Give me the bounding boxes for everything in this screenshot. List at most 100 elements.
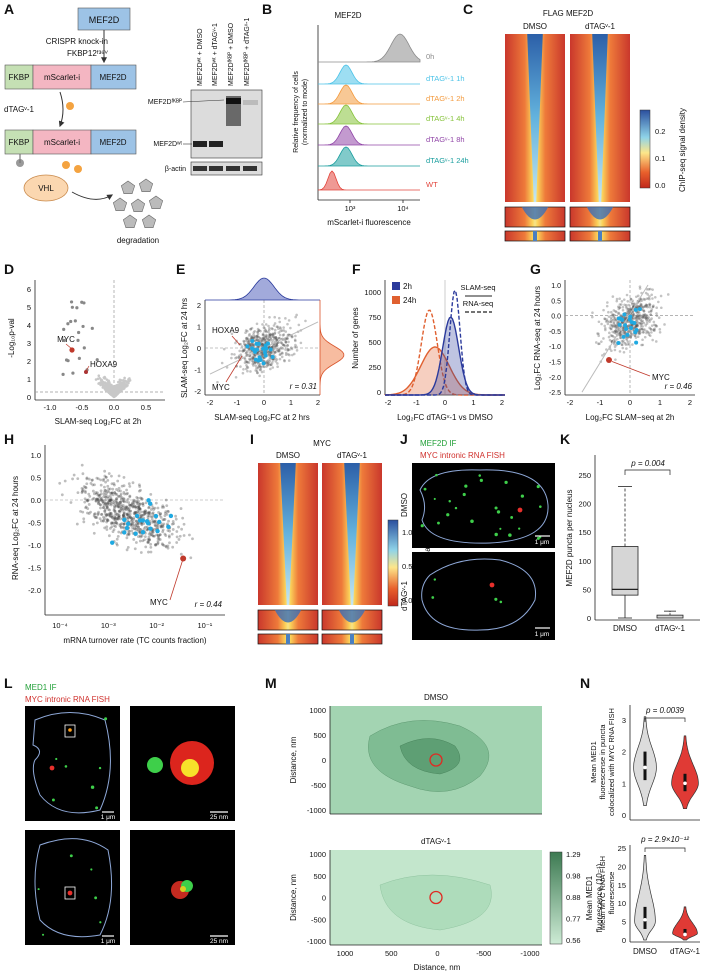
point (118, 510, 122, 514)
point (249, 343, 252, 347)
point (91, 497, 95, 501)
point (621, 330, 625, 333)
point (137, 508, 141, 512)
point (624, 343, 628, 346)
point (154, 524, 157, 528)
punctum (462, 492, 466, 497)
point (97, 374, 101, 377)
panel-letter: L (4, 675, 13, 691)
highlight (262, 350, 267, 355)
point (617, 320, 620, 324)
point (135, 524, 139, 527)
point (645, 318, 648, 321)
point (94, 499, 98, 503)
punctum (494, 506, 498, 510)
point (139, 516, 143, 519)
point (167, 534, 171, 538)
bracket (644, 847, 686, 852)
point (635, 316, 638, 320)
point (253, 339, 257, 343)
point (611, 334, 615, 338)
point (634, 324, 637, 328)
point (102, 385, 105, 389)
point (256, 335, 259, 339)
point (113, 516, 117, 520)
point (268, 333, 272, 337)
point (623, 316, 627, 320)
point (620, 300, 624, 303)
violin (672, 906, 698, 941)
label: fluorescence (10⁻¹) (595, 863, 604, 932)
point (245, 365, 249, 369)
point (60, 493, 64, 497)
point (105, 506, 109, 509)
tick-label: 750 (368, 313, 381, 322)
point (93, 515, 97, 519)
point (638, 321, 641, 325)
point (282, 343, 285, 347)
point (634, 324, 638, 327)
point (114, 521, 118, 524)
point (242, 367, 245, 371)
label: MEF2Dʷᵗ + DMSO (197, 28, 204, 86)
point (138, 502, 142, 506)
point (290, 347, 294, 351)
point (642, 315, 646, 319)
point (99, 498, 103, 502)
point (122, 497, 126, 501)
point (82, 520, 86, 524)
label: Mean MED1 (585, 875, 594, 920)
point (276, 325, 280, 329)
point (609, 316, 613, 319)
point (117, 509, 121, 513)
point (278, 333, 282, 337)
point (259, 368, 262, 371)
point (284, 344, 287, 348)
point (269, 367, 272, 371)
point (174, 517, 178, 521)
point (127, 532, 131, 536)
point (619, 333, 622, 337)
label: MYC (57, 335, 75, 344)
point (279, 327, 282, 330)
point (96, 491, 99, 495)
ligand (66, 102, 74, 110)
point (117, 502, 121, 506)
point (256, 366, 260, 370)
point (642, 297, 646, 301)
point (125, 512, 129, 516)
tick-label: 3 (27, 339, 31, 348)
point (279, 341, 283, 344)
label: CRISPR knock-in (46, 37, 108, 46)
point (83, 500, 87, 504)
label: mRNA turnover rate (TC counts fraction) (63, 636, 206, 645)
point (606, 322, 610, 326)
point (152, 520, 156, 524)
tick-label: 0.77 (566, 915, 581, 924)
point (116, 504, 120, 507)
bracket (644, 717, 686, 722)
point (115, 537, 119, 541)
point (636, 320, 640, 324)
point (276, 337, 279, 341)
ridge (318, 84, 420, 105)
point (151, 506, 155, 509)
point (119, 378, 123, 382)
point (136, 528, 140, 531)
point (277, 327, 280, 331)
point (269, 351, 273, 354)
point (119, 526, 123, 530)
label: dTAGᵛ-1 (4, 105, 35, 114)
point (149, 545, 153, 549)
tick-label: -2 (567, 398, 574, 407)
point (268, 354, 272, 357)
label: mScarlet-i fluorescence (327, 218, 411, 227)
tick-label: 150 (578, 528, 591, 537)
point (254, 369, 257, 372)
point (597, 334, 600, 338)
point (293, 338, 297, 342)
point (257, 338, 261, 342)
panel-letter: D (4, 261, 14, 277)
point (652, 320, 656, 324)
point (623, 303, 626, 307)
